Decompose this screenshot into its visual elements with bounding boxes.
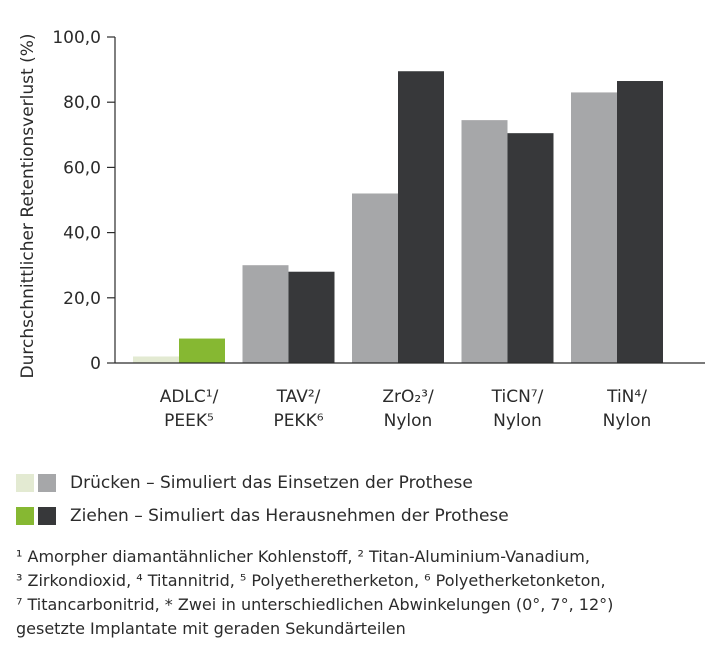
bar bbox=[352, 193, 398, 363]
y-tick-label: 80,0 bbox=[63, 93, 101, 113]
x-tick-label: Nylon bbox=[384, 411, 433, 431]
x-tick-label: PEKK⁶ bbox=[273, 411, 323, 431]
bars bbox=[133, 71, 663, 364]
legend-swatch-green bbox=[16, 506, 34, 525]
y-tick-label: 100,0 bbox=[52, 28, 101, 48]
bar bbox=[398, 71, 444, 363]
legend: Drücken – Simuliert das Einsetzen der Pr… bbox=[16, 466, 716, 532]
footnote-line: ⁷ Titancarbonitrid, * Zwei in unterschie… bbox=[16, 595, 614, 614]
footnote-line: gesetzte Implantate mit geraden Sekundär… bbox=[16, 619, 406, 638]
bar bbox=[242, 265, 289, 363]
legend-swatch-grey bbox=[38, 473, 56, 492]
x-tick-label: Nylon bbox=[493, 411, 542, 431]
footnote-line: ¹ Amorpher diamantähnlicher Kohlenstoff,… bbox=[16, 547, 590, 566]
x-tick-label: TAV²/ bbox=[276, 387, 321, 407]
legend-swatch-dark bbox=[38, 506, 56, 525]
y-tick-label: 0 bbox=[90, 354, 101, 374]
bar bbox=[133, 356, 179, 363]
footnote-line: ³ Zirkondioxid, ⁴ Titannitrid, ⁵ Polyeth… bbox=[16, 571, 606, 590]
bar bbox=[617, 81, 663, 363]
x-tick-label: PEEK⁵ bbox=[164, 411, 214, 431]
legend-label-pull: Ziehen – Simuliert das Herausnehmen der … bbox=[70, 505, 509, 526]
legend-item-push: Drücken – Simuliert das Einsetzen der Pr… bbox=[16, 466, 716, 499]
y-tick-label: 40,0 bbox=[63, 224, 101, 244]
x-axis: ADLC¹/PEEK⁵ TAV²/PEKK⁶ ZrO₂³/Nylon TiCN⁷/Ny… bbox=[115, 362, 705, 431]
x-tick-label: TiN⁴/ bbox=[606, 387, 647, 407]
bar bbox=[507, 133, 554, 363]
x-tick-label: ZrO₂³/ bbox=[382, 387, 434, 407]
y-tick-label: 20,0 bbox=[63, 289, 101, 309]
bar-chart: Durchschnittlicher Retentionsverlust (%)… bbox=[18, 28, 705, 431]
x-tick-label: ADLC¹/ bbox=[160, 387, 219, 407]
legend-label-push: Drücken – Simuliert das Einsetzen der Pr… bbox=[70, 472, 473, 493]
y-tick-label: 60,0 bbox=[63, 158, 101, 178]
bar bbox=[179, 338, 225, 363]
bar bbox=[571, 92, 617, 364]
bar bbox=[288, 271, 335, 363]
x-tick-label: Nylon bbox=[603, 411, 652, 431]
legend-swatch-light bbox=[16, 473, 34, 492]
y-axis-label: Durchschnittlicher Retentionsverlust (%) bbox=[18, 33, 38, 378]
bar bbox=[461, 120, 508, 363]
y-axis: 0 20,0 40,0 60,0 80,0 100,0 bbox=[52, 28, 116, 374]
x-tick-label: TiCN⁷/ bbox=[491, 387, 544, 407]
footnotes: ¹ Amorpher diamantähnlicher Kohlenstoff,… bbox=[16, 545, 716, 641]
legend-item-pull: Ziehen – Simuliert das Herausnehmen der … bbox=[16, 499, 716, 532]
